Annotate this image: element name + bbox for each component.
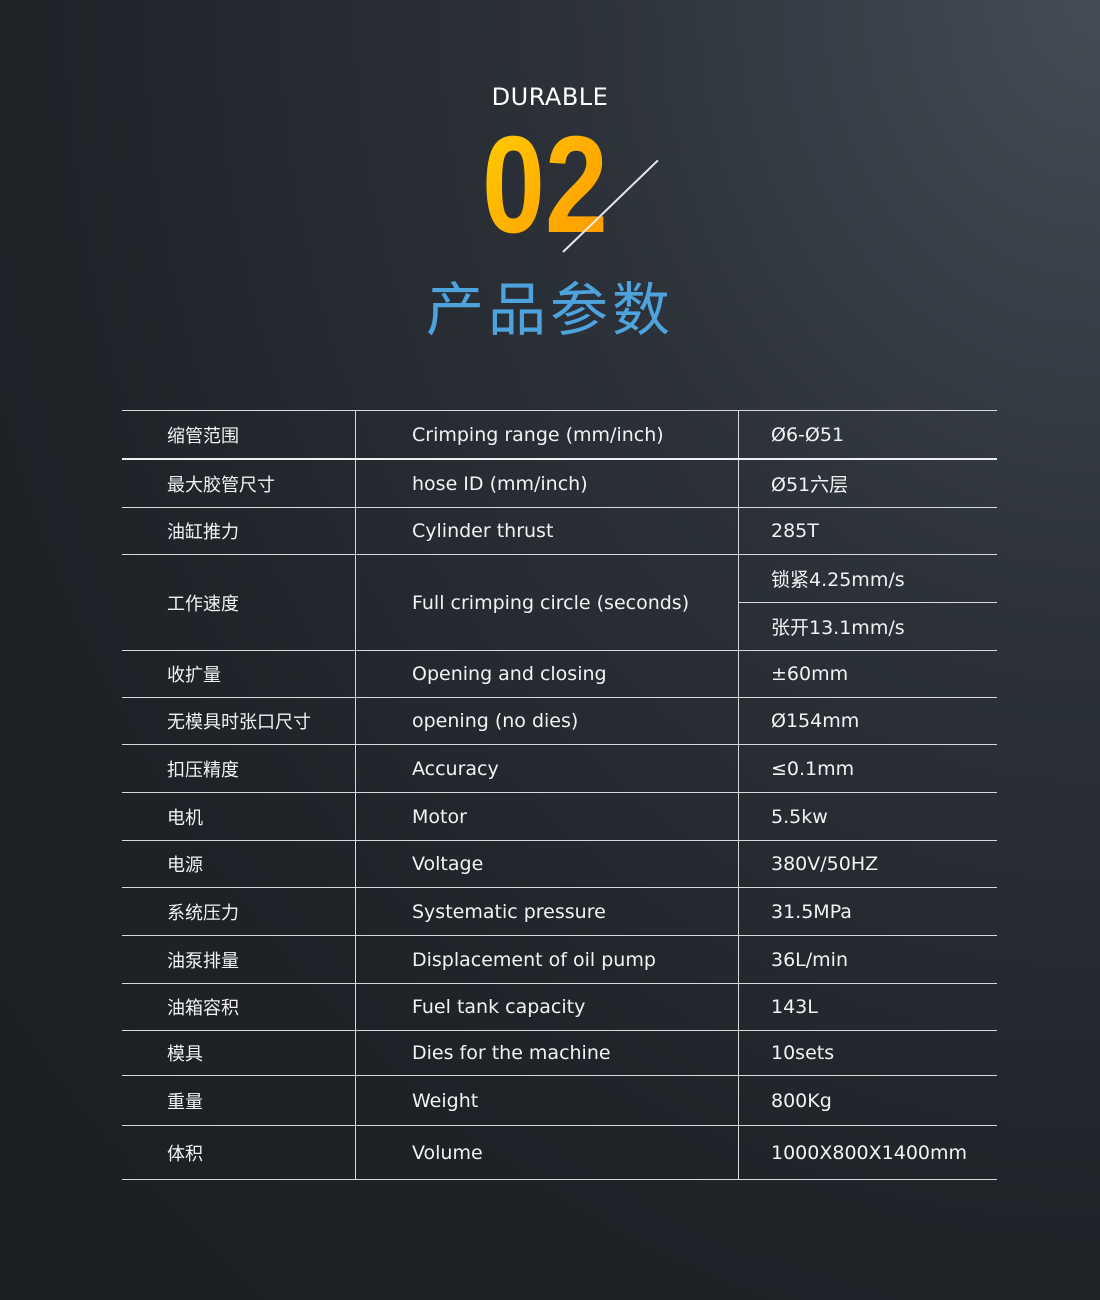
spec-name-zh: 扣压精度: [122, 745, 356, 792]
spec-name-zh: 重量: [122, 1076, 356, 1125]
spec-name-en: opening (no dies): [356, 698, 739, 744]
spec-value: 锁紧4.25mm/s: [771, 569, 905, 591]
spec-name-zh: 收扩量: [122, 651, 356, 697]
spec-name-en: Displacement of oil pump: [356, 936, 739, 983]
spec-name-zh: 体积: [122, 1126, 356, 1179]
spec-value-cell: 800Kg: [739, 1076, 997, 1125]
table-row: 最大胶管尺寸 hose ID (mm/inch) Ø51六层: [122, 460, 997, 508]
table-row: 电机 Motor 5.5kw: [122, 793, 997, 841]
table-row: 体积 Volume 1000X800X1400mm: [122, 1126, 997, 1180]
spec-name-zh: 油箱容积: [122, 984, 356, 1030]
spec-name-zh: 油泵排量: [122, 936, 356, 983]
spec-value: ±60mm: [771, 663, 849, 685]
table-row: 油泵排量 Displacement of oil pump 36L/min: [122, 936, 997, 984]
spec-value: 36L/min: [771, 948, 848, 971]
spec-name-en: Dies for the machine: [356, 1031, 739, 1075]
table-row: 模具 Dies for the machine 10sets: [122, 1031, 997, 1076]
table-row: 电源 Voltage 380V/50HZ: [122, 841, 997, 888]
spec-value: 张开13.1mm/s: [739, 602, 997, 650]
spec-name-en: Motor: [356, 793, 739, 840]
spec-value: 1000X800X1400mm: [771, 1141, 968, 1164]
spec-name-en: Full crimping circle (seconds): [356, 555, 739, 650]
spec-name-en: Accuracy: [356, 745, 739, 792]
eyebrow-label: DURABLE: [491, 83, 609, 111]
spec-name-en: Cylinder thrust: [356, 508, 739, 554]
table-row: 重量 Weight 800Kg: [122, 1076, 997, 1126]
spec-value-cell: ≤0.1mm: [739, 745, 997, 792]
spec-value-cell: 5.5kw: [739, 793, 997, 840]
spec-name-en: Voltage: [356, 841, 739, 887]
spec-name-zh: 电源: [122, 841, 356, 887]
spec-value-cell: Ø154mm: [739, 698, 997, 744]
table-row: 缩管范围 Crimping range (mm/inch) Ø6-Ø51: [122, 411, 997, 460]
table-row: 系统压力 Systematic pressure 31.5MPa: [122, 888, 997, 936]
section-number: 02: [482, 108, 608, 262]
spec-name-en: Volume: [356, 1126, 739, 1179]
spec-name-zh: 模具: [122, 1031, 356, 1075]
spec-value-cell: 36L/min: [739, 936, 997, 983]
spec-name-en: Systematic pressure: [356, 888, 739, 935]
spec-name-en: hose ID (mm/inch): [356, 460, 739, 507]
spec-value-cell: 锁紧4.25mm/s 张开13.1mm/s: [739, 555, 997, 650]
spec-name-en: Weight: [356, 1076, 739, 1125]
spec-value-cell: Ø51六层: [739, 460, 997, 507]
table-row: 扣压精度 Accuracy ≤0.1mm: [122, 745, 997, 793]
spec-name-zh: 油缸推力: [122, 508, 356, 554]
spec-value-cell: 31.5MPa: [739, 888, 997, 935]
spec-value-cell: 285T: [739, 508, 997, 554]
spec-value-cell: ±60mm: [739, 651, 997, 697]
spec-value: 285T: [771, 520, 819, 542]
spec-name-zh: 最大胶管尺寸: [122, 460, 356, 507]
spec-value: 5.5kw: [771, 805, 828, 828]
spec-value: 380V/50HZ: [771, 853, 879, 875]
table-row: 油箱容积 Fuel tank capacity 143L: [122, 984, 997, 1031]
spec-value-cell: 1000X800X1400mm: [739, 1126, 997, 1179]
table-row: 收扩量 Opening and closing ±60mm: [122, 651, 997, 698]
spec-name-en: Fuel tank capacity: [356, 984, 739, 1030]
spec-value: 800Kg: [771, 1089, 832, 1112]
spec-value-cell: 380V/50HZ: [739, 841, 997, 887]
spec-value: Ø6-Ø51: [771, 423, 845, 446]
spec-value: Ø154mm: [771, 710, 860, 732]
spec-value: 10sets: [771, 1042, 835, 1064]
spec-value-cell: 143L: [739, 984, 997, 1030]
spec-name-zh: 工作速度: [122, 555, 356, 650]
table-row: 无模具时张口尺寸 opening (no dies) Ø154mm: [122, 698, 997, 745]
spec-name-zh: 无模具时张口尺寸: [122, 698, 356, 744]
spec-value: 31.5MPa: [771, 900, 852, 923]
spec-name-en: Crimping range (mm/inch): [356, 411, 739, 458]
page-title: 产品参数: [425, 276, 674, 344]
spec-name-zh: 缩管范围: [122, 411, 356, 458]
table-row: 工作速度 Full crimping circle (seconds) 锁紧4.25…: [122, 555, 997, 651]
spec-value: 143L: [771, 996, 818, 1018]
spec-value-cell: 10sets: [739, 1031, 997, 1075]
spec-name-en: Opening and closing: [356, 651, 739, 697]
spec-name-zh: 系统压力: [122, 888, 356, 935]
table-row: 油缸推力 Cylinder thrust 285T: [122, 508, 997, 555]
spec-name-zh: 电机: [122, 793, 356, 840]
spec-value-cell: Ø6-Ø51: [739, 411, 997, 458]
spec-value: ≤0.1mm: [771, 757, 855, 780]
spec-value: Ø51六层: [771, 474, 849, 496]
spec-table: 缩管范围 Crimping range (mm/inch) Ø6-Ø51 最大胶管尺寸…: [122, 410, 997, 1180]
